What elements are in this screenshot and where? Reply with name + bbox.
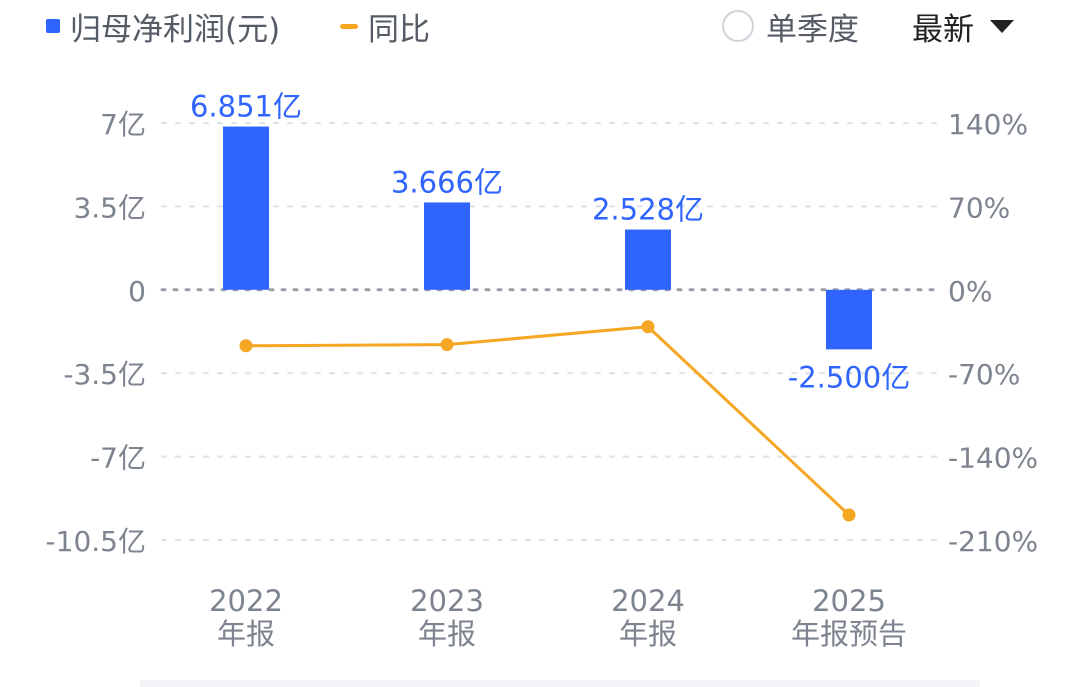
legend-line-item[interactable]: 同比: [340, 4, 430, 48]
x-tick-sublabel: 年报: [217, 617, 275, 651]
latest-label: 最新: [912, 11, 974, 48]
x-tick-sublabel: 年报预告: [791, 617, 907, 651]
caret-down-icon: [990, 19, 1014, 33]
bar: [223, 126, 269, 290]
single-quarter-toggle[interactable]: 单季度: [722, 4, 859, 48]
legend-bar-swatch: [46, 19, 60, 33]
x-tick-label: 2022: [209, 584, 283, 618]
yoy-point: [239, 339, 253, 353]
radio-icon[interactable]: [722, 10, 754, 42]
bar-value-label: 6.851亿: [190, 90, 302, 124]
y-left-tick-label: -7亿: [90, 442, 146, 475]
y-left-tick-label: 3.5亿: [73, 191, 146, 224]
bar: [826, 289, 872, 350]
y-left-tick-label: -10.5亿: [46, 525, 146, 558]
legend-bar-label: 归母净利润(元): [70, 11, 281, 48]
bar: [424, 202, 470, 290]
x-tick-label: 2024: [611, 584, 685, 618]
bottom-strip: [140, 680, 980, 687]
y-right-tick-label: -140%: [948, 442, 1038, 475]
yoy-point: [842, 508, 856, 522]
latest-dropdown[interactable]: 最新: [912, 4, 1014, 48]
y-right-tick-label: 140%: [948, 108, 1028, 141]
bar-value-label: 3.666亿: [391, 165, 503, 199]
single-quarter-label: 单季度: [766, 11, 859, 48]
yoy-point: [641, 320, 655, 334]
x-tick-sublabel: 年报: [619, 617, 677, 651]
x-tick-sublabel: 年报: [418, 617, 476, 651]
bar: [625, 229, 671, 290]
legend-line-swatch: [340, 23, 358, 29]
y-left-tick-label: 0: [128, 275, 146, 308]
y-left-tick-label: 7亿: [100, 108, 146, 141]
x-tick-label: 2023: [410, 584, 484, 618]
legend-bar-item[interactable]: 归母净利润(元): [46, 4, 280, 48]
y-right-tick-label: 0%: [948, 275, 992, 308]
bar-value-label: 2.528亿: [592, 193, 704, 227]
x-tick-label: 2025: [812, 584, 886, 618]
y-right-tick-label: -70%: [948, 358, 1020, 391]
yoy-point: [440, 338, 454, 352]
bar-value-label: -2.500亿: [788, 360, 911, 394]
y-left-tick-label: -3.5亿: [63, 358, 146, 391]
legend-line-label: 同比: [368, 11, 430, 48]
yoy-line: [245, 325, 851, 517]
y-right-tick-label: 70%: [948, 191, 1010, 224]
chart-header: 归母净利润(元) 同比 单季度 最新: [0, 0, 1080, 56]
y-right-tick-label: -210%: [948, 525, 1038, 558]
